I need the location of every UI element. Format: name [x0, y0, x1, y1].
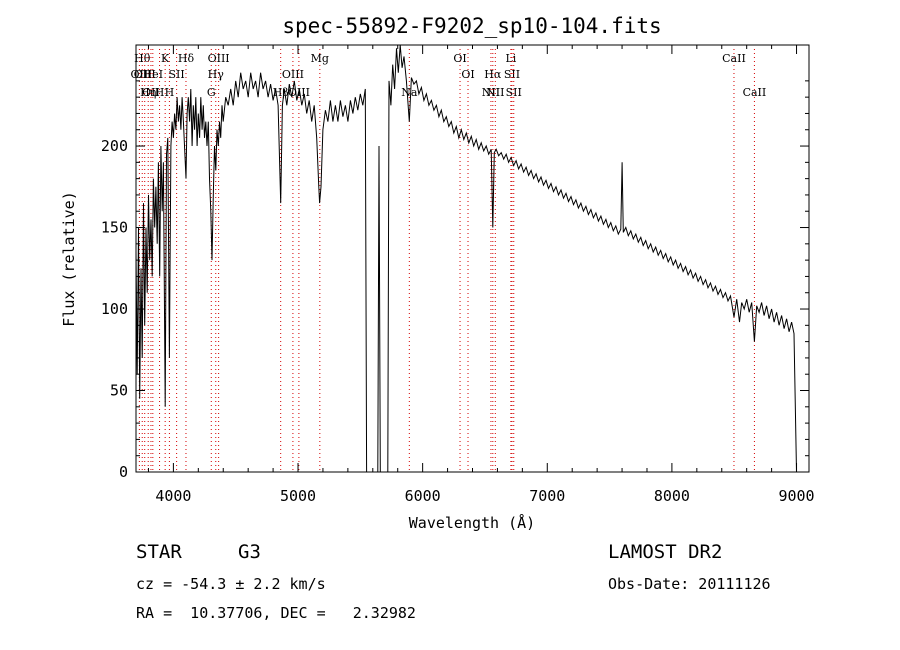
line-marker-label: OI [461, 68, 474, 81]
cz-value: cz = -54.3 ± 2.2 km/s [136, 575, 326, 593]
coordinates: RA = 10.37706, DEC = 2.32982 [136, 604, 416, 622]
spectrum-series [135, 44, 797, 473]
axis-ticks: 4000 5000 6000 7000 8000 9000 0 50 100 150 200 [101, 45, 815, 505]
line-marker-label: OIII [282, 68, 304, 81]
line-marker-label: G [207, 86, 216, 99]
line-marker-label: OIII [134, 68, 156, 81]
line-marker-label: NII [486, 86, 504, 99]
line-marker-label: SII [169, 68, 185, 81]
line-marker-label: Hδ [178, 52, 195, 65]
line-marker-label: Hθ [134, 52, 151, 65]
object-class: STAR [136, 541, 182, 563]
y-tick-label: 100 [101, 300, 128, 318]
y-tick-label: 200 [101, 137, 128, 155]
line-marker-label: Hη [140, 86, 156, 99]
y-axis-label: Flux (relative) [60, 191, 78, 326]
y-tick-label: 150 [101, 219, 128, 237]
line-marker-label: SII [506, 86, 522, 99]
line-marker-label: OII [142, 86, 160, 99]
x-tick-label: 5000 [280, 487, 316, 505]
x-tick-label: 8000 [654, 487, 690, 505]
plot-frame [135, 44, 810, 473]
obs-date: Obs-Date: 20111126 [608, 575, 771, 593]
line-marker-label: Hγ [208, 68, 225, 81]
line-marker-label: OII [131, 68, 149, 81]
chart-title: spec-55892-F9202_sp10-104.fits [282, 14, 661, 38]
x-axis-label: Wavelength (Å) [409, 513, 535, 532]
x-tick-label: 9000 [778, 487, 814, 505]
line-marker-label: H [165, 86, 175, 99]
y-tick-label: 50 [110, 382, 128, 400]
y-tick-label: 0 [119, 463, 128, 481]
line-marker-label: OIII [208, 52, 230, 65]
line-marker-label: H [155, 86, 165, 99]
line-marker-label: OI [453, 52, 466, 65]
survey-name: LAMOST DR2 [608, 541, 723, 563]
line-marker-label: CaII [722, 52, 746, 65]
line-marker-label: K [161, 52, 170, 65]
line-marker-label: HeI [143, 68, 163, 81]
line-marker-label: SII [504, 68, 520, 81]
spectral-line-markers: OIIHθOIIIHηOIIHeIHKHSIIHδGHγOIIIHβOIIIOI… [131, 49, 767, 472]
subclass: G3 [238, 541, 261, 563]
x-tick-label: 4000 [155, 487, 191, 505]
line-marker-label: Na [401, 86, 418, 99]
line-marker-label: Mg [311, 52, 329, 65]
line-marker-label: Li [505, 52, 516, 65]
line-marker-label: CaII [743, 86, 767, 99]
x-tick-label: 6000 [405, 487, 441, 505]
line-marker-label: Hα [484, 68, 502, 81]
x-tick-label: 7000 [529, 487, 565, 505]
spectrum-line [135, 44, 797, 473]
